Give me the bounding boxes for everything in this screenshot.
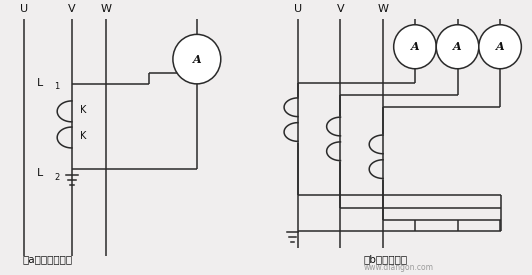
- Text: A: A: [411, 41, 419, 52]
- Text: A: A: [453, 41, 462, 52]
- Text: L: L: [37, 78, 44, 87]
- Text: （a）单相式连接: （a）单相式连接: [23, 254, 73, 264]
- Text: A: A: [193, 54, 201, 65]
- Text: W: W: [101, 4, 112, 14]
- Text: K: K: [80, 105, 86, 115]
- Text: U: U: [20, 4, 28, 14]
- Text: V: V: [68, 4, 76, 14]
- Text: V: V: [337, 4, 344, 14]
- Text: A: A: [496, 41, 504, 52]
- Text: www.diangon.com: www.diangon.com: [364, 263, 434, 272]
- Text: （b）星形连接: （b）星形连接: [364, 254, 408, 264]
- Text: 1: 1: [54, 82, 60, 91]
- Text: L: L: [37, 168, 44, 178]
- Circle shape: [394, 25, 436, 69]
- Circle shape: [173, 34, 221, 84]
- Text: 2: 2: [54, 173, 60, 182]
- Text: K: K: [80, 131, 86, 141]
- Text: U: U: [294, 4, 302, 14]
- Circle shape: [479, 25, 521, 69]
- Text: W: W: [378, 4, 388, 14]
- Circle shape: [436, 25, 479, 69]
